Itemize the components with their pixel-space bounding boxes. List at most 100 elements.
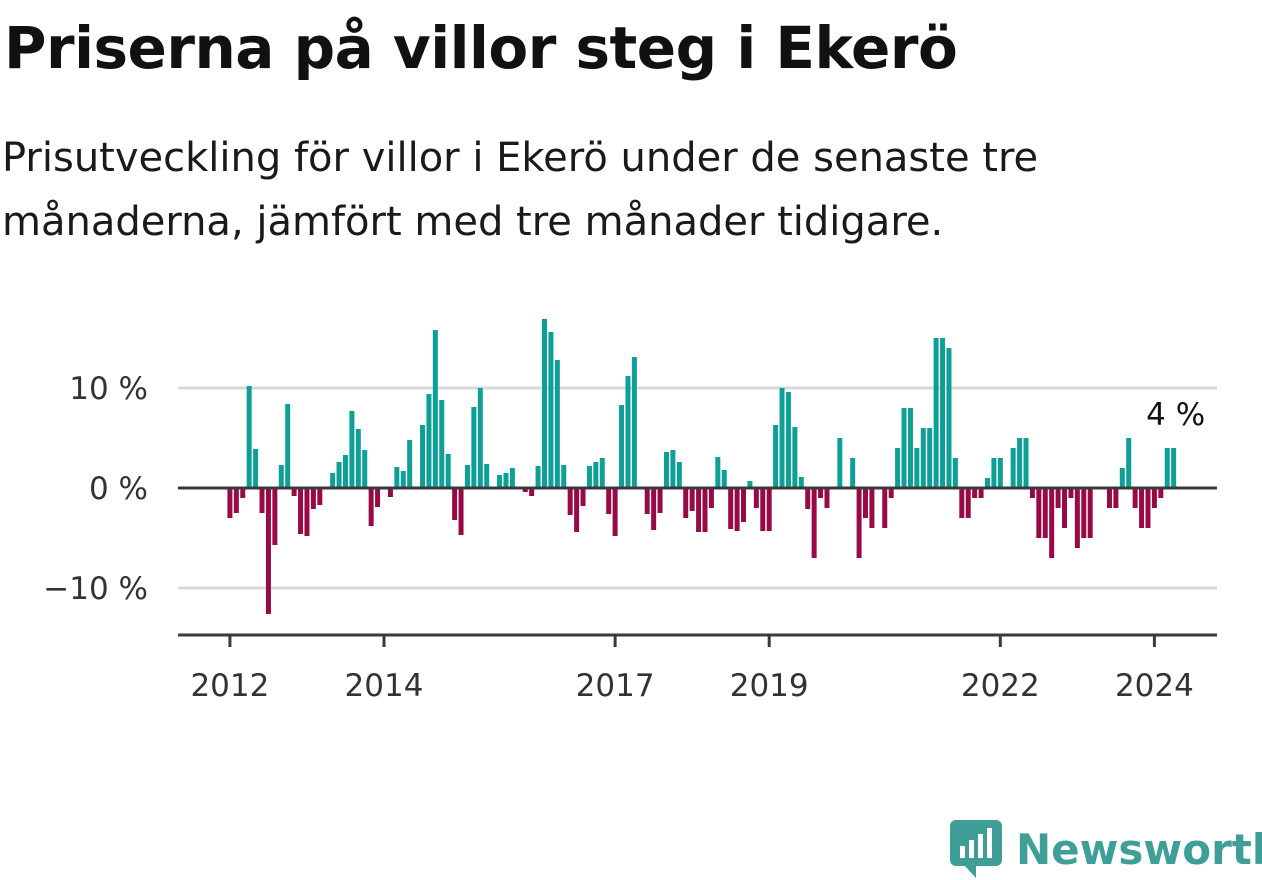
bars bbox=[227, 319, 1177, 614]
bar bbox=[734, 488, 740, 531]
bar bbox=[1023, 438, 1029, 488]
bar bbox=[811, 488, 817, 558]
bar bbox=[368, 488, 374, 526]
bar bbox=[1074, 488, 1080, 548]
bar bbox=[503, 473, 509, 488]
bar bbox=[272, 488, 278, 545]
bar bbox=[1010, 448, 1016, 488]
bar bbox=[445, 454, 451, 488]
newsworthy-logo: Newsworthy bbox=[950, 818, 1262, 880]
bar bbox=[554, 360, 560, 488]
bar bbox=[599, 458, 605, 488]
bar bbox=[972, 488, 978, 498]
bar bbox=[317, 488, 323, 505]
bar bbox=[400, 471, 406, 488]
bar bbox=[452, 488, 458, 520]
bar bbox=[959, 488, 965, 518]
bar bbox=[708, 488, 714, 508]
bar bbox=[1132, 488, 1138, 508]
bar bbox=[548, 332, 554, 488]
x-tick-label: 2024 bbox=[1115, 668, 1194, 704]
bar bbox=[1126, 438, 1132, 488]
bar bbox=[253, 449, 259, 488]
bar bbox=[439, 400, 445, 488]
bar bbox=[721, 470, 727, 488]
bar bbox=[933, 338, 939, 488]
bar bbox=[625, 376, 631, 488]
bar bbox=[593, 462, 599, 488]
bar bbox=[818, 488, 824, 498]
bar bbox=[965, 488, 971, 518]
bar bbox=[246, 386, 252, 488]
bar bbox=[1087, 488, 1093, 538]
bar bbox=[240, 488, 246, 498]
x-tick-label: 2019 bbox=[730, 668, 809, 704]
bar bbox=[1036, 488, 1042, 538]
bar bbox=[882, 488, 888, 528]
bar bbox=[362, 450, 368, 488]
bar bbox=[651, 488, 657, 530]
bar bbox=[304, 488, 310, 536]
y-tick-label: 10 % bbox=[69, 371, 148, 407]
bar bbox=[779, 388, 785, 488]
bar bbox=[432, 330, 438, 488]
chart-subtitle: Prisutveckling för villor i Ekerö under … bbox=[2, 135, 1039, 245]
bar bbox=[259, 488, 265, 513]
x-tick-label: 2017 bbox=[576, 668, 655, 704]
bar bbox=[1113, 488, 1119, 508]
bar bbox=[907, 408, 913, 488]
bar bbox=[606, 488, 612, 514]
bar bbox=[869, 488, 875, 528]
bar bbox=[420, 425, 426, 488]
bar bbox=[798, 477, 804, 488]
bar bbox=[1164, 448, 1170, 488]
x-tick-label: 2012 bbox=[190, 668, 269, 704]
bar bbox=[644, 488, 650, 514]
bar bbox=[792, 427, 798, 488]
bar bbox=[920, 428, 926, 488]
bar bbox=[1119, 468, 1125, 488]
bar bbox=[837, 438, 843, 488]
bar-chart-icon bbox=[950, 820, 1002, 878]
last-value-annotation: 4 % bbox=[1146, 397, 1205, 433]
bar bbox=[497, 475, 503, 488]
bar bbox=[285, 404, 291, 488]
bar bbox=[940, 338, 946, 488]
bar bbox=[824, 488, 830, 508]
bar bbox=[747, 481, 753, 488]
bar bbox=[464, 465, 470, 488]
bar bbox=[310, 488, 316, 509]
bar bbox=[1145, 488, 1151, 528]
bar bbox=[850, 458, 856, 488]
bar bbox=[278, 465, 284, 488]
bar bbox=[574, 488, 580, 532]
bar bbox=[1151, 488, 1157, 508]
bar bbox=[766, 488, 772, 531]
gridlines bbox=[178, 386, 1217, 590]
bar bbox=[741, 488, 747, 522]
bar bbox=[1055, 488, 1061, 508]
x-tick-label: 2022 bbox=[961, 668, 1040, 704]
bar bbox=[1106, 488, 1112, 508]
bar bbox=[670, 450, 676, 488]
bar bbox=[805, 488, 811, 509]
bar bbox=[676, 462, 682, 488]
bar bbox=[612, 488, 618, 536]
bar bbox=[336, 462, 342, 488]
bar bbox=[946, 348, 952, 488]
bar bbox=[760, 488, 766, 531]
y-tick-label: −10 % bbox=[43, 571, 148, 607]
bar bbox=[978, 488, 984, 498]
bar bbox=[458, 488, 464, 535]
bar bbox=[1158, 488, 1164, 498]
bar bbox=[728, 488, 734, 529]
bar bbox=[1029, 488, 1035, 498]
bar bbox=[375, 488, 381, 507]
bar bbox=[471, 407, 477, 488]
bar bbox=[330, 473, 336, 488]
bar bbox=[298, 488, 304, 534]
bar bbox=[477, 388, 483, 488]
bar bbox=[227, 488, 233, 518]
bar bbox=[991, 458, 997, 488]
bar bbox=[580, 488, 586, 506]
